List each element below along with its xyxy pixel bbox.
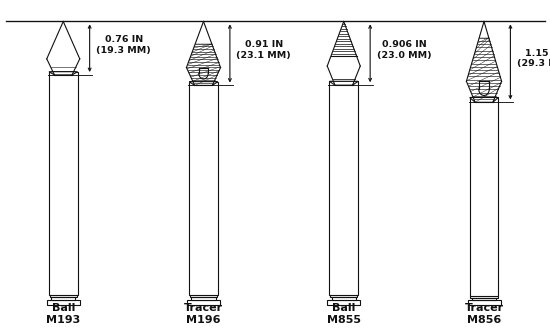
Bar [187, 300, 220, 305]
Polygon shape [189, 82, 218, 85]
Polygon shape [470, 97, 498, 102]
Text: 1.15 IN
(29.3 MM): 1.15 IN (29.3 MM) [517, 49, 550, 68]
Bar [332, 297, 356, 300]
Text: Ball
M855: Ball M855 [327, 304, 361, 325]
Bar [189, 82, 218, 295]
Text: Tracer
M196: Tracer M196 [184, 304, 223, 325]
Bar [472, 298, 496, 300]
Polygon shape [329, 82, 358, 85]
Bar [329, 82, 358, 295]
Text: 0.906 IN
(23.0 MM): 0.906 IN (23.0 MM) [377, 40, 431, 60]
Text: 0.91 IN
(23.1 MM): 0.91 IN (23.1 MM) [236, 41, 292, 60]
Bar [330, 295, 358, 297]
Bar [47, 300, 80, 305]
Bar [50, 295, 77, 297]
Bar [327, 300, 360, 305]
Bar [470, 97, 498, 296]
Text: Ball
M193: Ball M193 [46, 304, 80, 325]
Bar [191, 297, 216, 300]
Text: Tracer
M856: Tracer M856 [464, 304, 504, 325]
Text: 0.76 IN
(19.3 MM): 0.76 IN (19.3 MM) [96, 35, 151, 54]
Bar [49, 72, 78, 295]
Bar [470, 296, 498, 298]
Bar [190, 295, 217, 297]
Polygon shape [49, 72, 78, 75]
Bar [468, 300, 500, 305]
Bar [51, 297, 75, 300]
